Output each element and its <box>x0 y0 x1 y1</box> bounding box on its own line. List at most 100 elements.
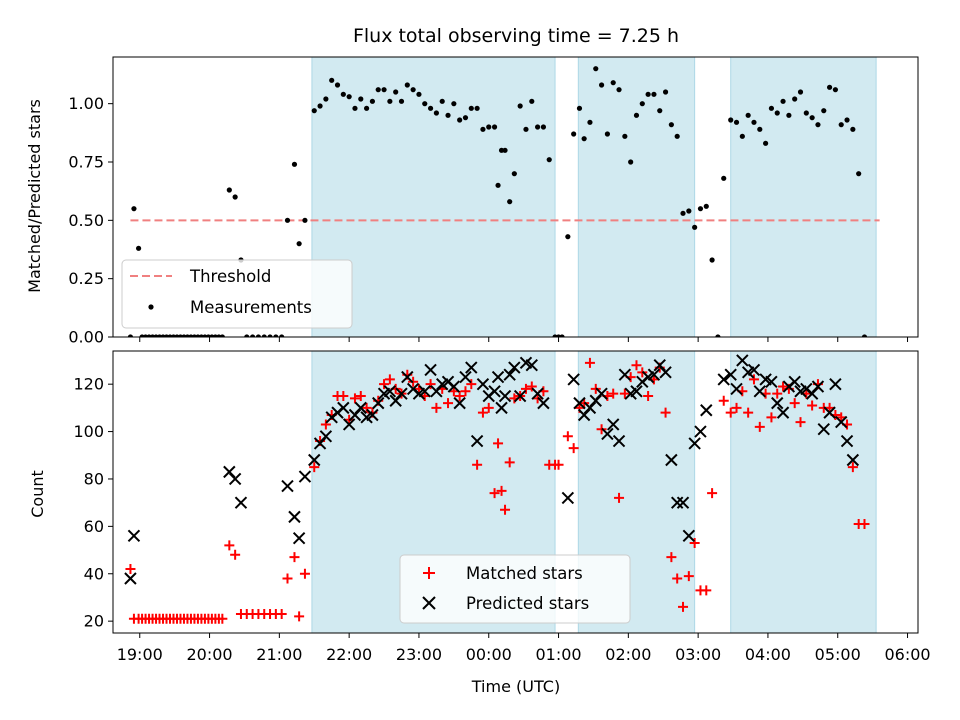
measurement-point <box>571 131 577 137</box>
measurement-point <box>511 171 517 177</box>
matched-stars-point <box>748 374 759 385</box>
matched-stars-point <box>224 540 235 551</box>
predicted-stars-point <box>234 496 248 509</box>
predicted-stars-point <box>298 470 312 483</box>
measurement-point <box>523 126 529 132</box>
measurement-point <box>529 98 535 104</box>
measurement-point <box>135 245 142 251</box>
measurement-point <box>127 334 134 337</box>
measurement-point <box>780 98 786 104</box>
measurements-legend-swatch <box>148 304 154 310</box>
legend-bottom: Matched stars Predicted stars <box>399 554 631 624</box>
predicted-stars-point <box>319 430 333 443</box>
matched-stars-point <box>431 402 442 413</box>
matched-stars-point <box>718 395 729 406</box>
measurement-point <box>480 126 486 132</box>
measurement-point <box>657 108 663 114</box>
measurement-point <box>768 105 775 111</box>
top-y-axis-label: Matched/Predicted stars <box>25 99 44 293</box>
measurement-point <box>445 112 451 118</box>
predicted-stars-point <box>771 396 784 410</box>
legend-top: Threshold Measurements <box>121 259 353 329</box>
predicted-stars-point <box>281 479 294 493</box>
measurement-point <box>715 334 721 337</box>
measurement-point <box>757 126 763 132</box>
measurement-point <box>581 136 587 142</box>
y-tick-label: 40 <box>84 564 104 583</box>
predicted-stars-point <box>498 389 512 403</box>
matched-stars-point <box>500 504 511 515</box>
matched-stars-point <box>608 388 619 399</box>
matched-stars-point <box>807 400 818 411</box>
matched-stars-point <box>526 381 537 392</box>
predicted-stars-point <box>561 491 575 505</box>
predicted-stars-point <box>495 401 508 415</box>
measurement-point <box>317 103 323 109</box>
measurement-point <box>593 66 599 72</box>
matched-stars-point <box>766 412 777 423</box>
matched-stars-point <box>489 488 500 499</box>
measurement-point <box>651 91 657 97</box>
matched-stars-point <box>496 485 507 496</box>
measurement-point <box>815 122 821 128</box>
matched-stars-point <box>772 388 783 399</box>
measurement-point <box>284 217 291 223</box>
measurement-point <box>697 206 704 212</box>
measurement-point <box>329 77 335 83</box>
y-tick-label: 120 <box>73 375 104 394</box>
predicted-stars-point <box>537 396 550 410</box>
bottom-y-axis-label: Count <box>28 470 47 518</box>
measurement-point <box>821 108 827 114</box>
matched-stars-point <box>320 419 331 430</box>
predicted-stars-point <box>717 373 730 386</box>
matched-stars-point <box>379 379 390 390</box>
plot-frame <box>112 350 919 634</box>
measurement-point <box>633 112 640 118</box>
predicted-stars-point <box>453 396 466 410</box>
matched-stars-point <box>859 518 870 529</box>
measurement-point <box>291 161 298 167</box>
predicted-stars-point <box>612 434 626 448</box>
matched-legend-label: Matched stars <box>466 564 583 583</box>
predicted-stars-point <box>476 377 490 391</box>
measurement-point <box>662 89 669 95</box>
matched-stars-point <box>568 443 579 454</box>
measurement-point <box>416 91 422 97</box>
matched-stars-point <box>504 457 515 468</box>
predicted-stars-point <box>753 385 766 398</box>
predicted-stars-point <box>366 408 379 422</box>
measurement-point <box>267 334 273 337</box>
matched-stars-point <box>493 438 504 449</box>
predicted-stars-point <box>308 453 321 467</box>
predicted-stars-point <box>665 453 678 467</box>
predicted-stars-point <box>424 363 437 377</box>
matched-stars-point <box>384 374 395 385</box>
predicted-stars-point <box>829 377 842 391</box>
matched-stars-point <box>454 391 465 402</box>
predicted-stars-point <box>747 363 761 377</box>
predicted-stars-point <box>447 380 461 393</box>
y-tick-label: 0.25 <box>68 269 104 288</box>
x-tick-label: 23:00 <box>396 645 442 664</box>
predicted-stars-point <box>531 387 544 400</box>
matched-stars-point <box>425 379 436 390</box>
predicted-stars-point <box>288 510 301 524</box>
measurement-point <box>255 334 262 337</box>
measurement-point <box>832 87 839 93</box>
measurement-point <box>721 175 727 181</box>
matched-stars-point <box>631 360 642 371</box>
observing-interval <box>577 57 696 337</box>
matched-stars-point <box>619 388 630 399</box>
plot-frame <box>112 56 919 338</box>
predicted-stars-point <box>647 368 661 381</box>
predicted-stars-point <box>846 453 860 467</box>
matched-stars-point <box>466 379 477 390</box>
measurement-point <box>587 119 593 125</box>
measurement-point <box>604 131 611 137</box>
measurement-point <box>296 241 302 247</box>
predicted-stars-point <box>401 370 414 384</box>
measurement-point <box>334 82 341 88</box>
matched-stars-point <box>672 573 683 584</box>
measurement-point <box>311 108 317 114</box>
